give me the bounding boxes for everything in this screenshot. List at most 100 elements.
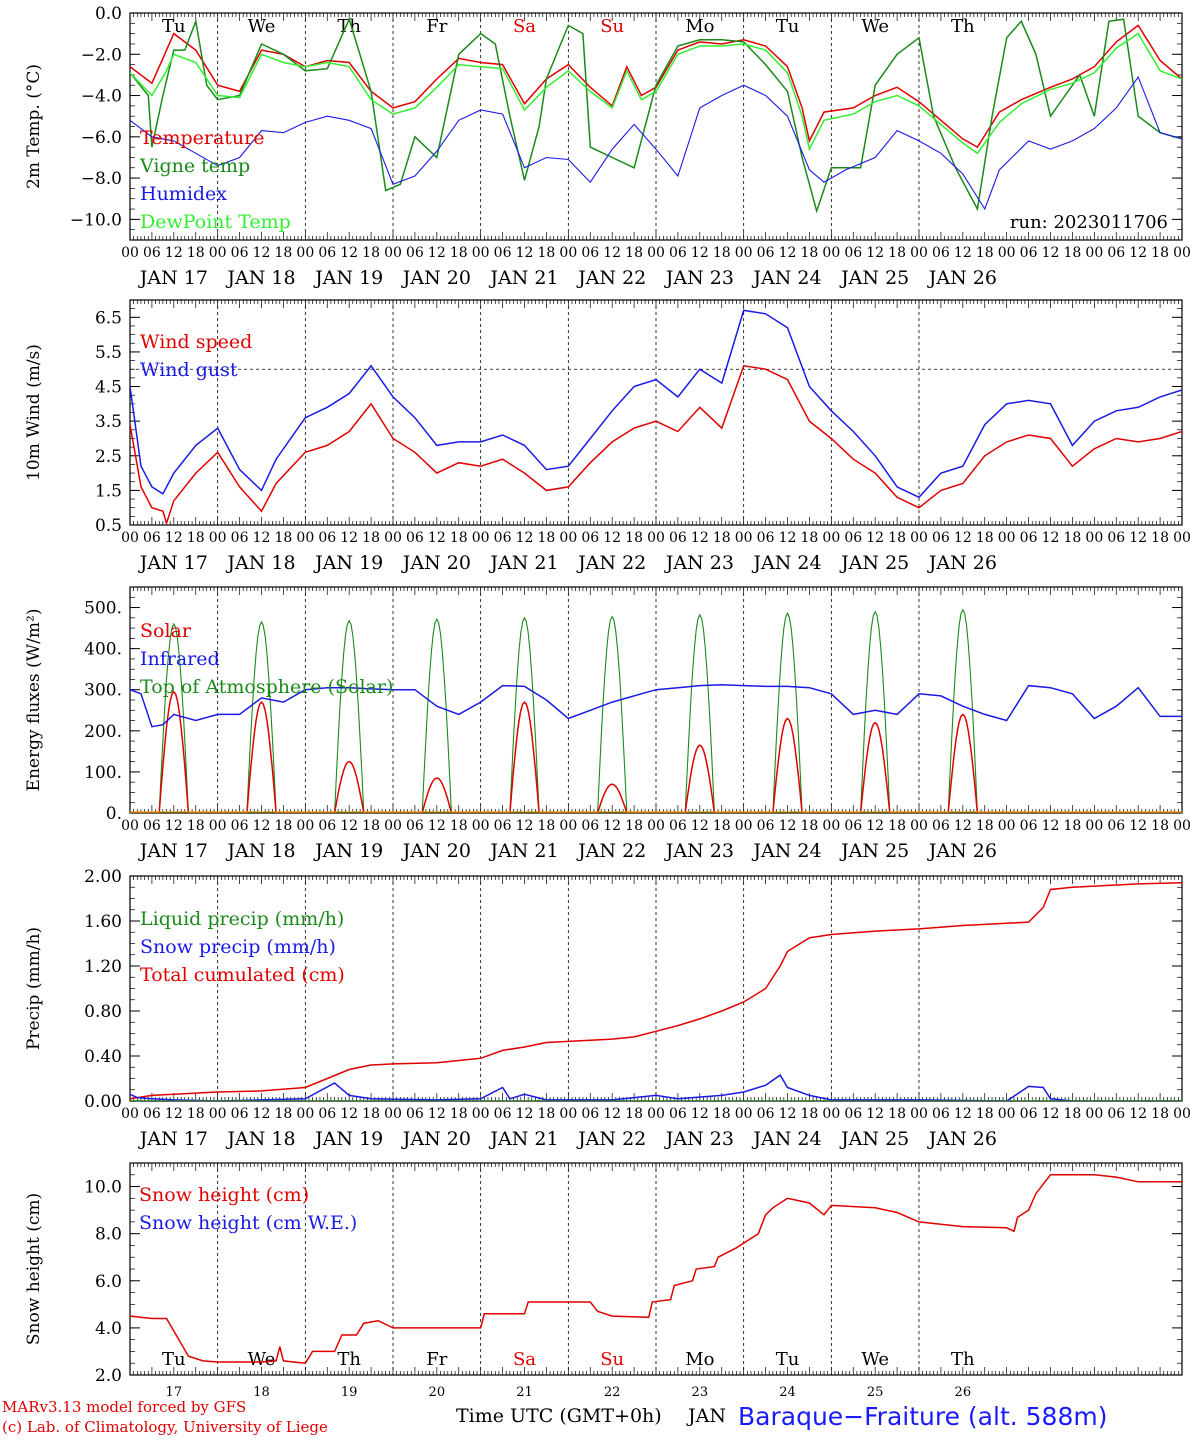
- legend-entry: Temperature: [140, 127, 264, 149]
- hour-label: 06: [581, 245, 599, 261]
- hour-label: 00: [209, 818, 227, 834]
- day-number-label: 22: [604, 1385, 621, 1400]
- series-temperature: [130, 24, 1182, 149]
- model-credit-line1: MARv3.13 model forced by GFS: [2, 1398, 247, 1416]
- hour-label: 06: [932, 245, 950, 261]
- hour-label: 12: [253, 245, 271, 261]
- hour-label: 00: [296, 818, 314, 834]
- weekday-label: Fr: [426, 1349, 447, 1370]
- hour-label: 00: [998, 245, 1016, 261]
- hour-label: 00: [822, 530, 840, 546]
- weekday-label: Mo: [685, 16, 714, 37]
- day-label: JAN 19: [313, 840, 383, 862]
- hour-label: 06: [494, 245, 512, 261]
- legend-entry: Total cumulated (cm): [140, 964, 345, 986]
- hour-label: 18: [187, 1106, 205, 1122]
- hour-label: 00: [998, 818, 1016, 834]
- month-label: JAN: [688, 1405, 726, 1427]
- hour-label: 12: [165, 530, 183, 546]
- day-label: JAN 24: [751, 552, 821, 574]
- hour-label: 12: [866, 818, 884, 834]
- hour-label: 06: [669, 530, 687, 546]
- hour-label: 12: [253, 818, 271, 834]
- y-tick-label: 400.: [84, 640, 122, 660]
- hour-label: 12: [954, 818, 972, 834]
- hour-label: 00: [910, 1106, 928, 1122]
- hour-label: 12: [253, 1106, 271, 1122]
- day-label: JAN 17: [138, 267, 208, 289]
- hour-label: 06: [932, 530, 950, 546]
- hour-label: 00: [384, 245, 402, 261]
- hour-label: 00: [296, 245, 314, 261]
- day-label: JAN 24: [751, 840, 821, 862]
- time-axis-label: Time UTC (GMT+0h): [456, 1405, 662, 1427]
- y-tick-label: 1.60: [84, 912, 122, 932]
- legend-entry: Snow height (cm): [139, 1184, 309, 1206]
- hour-label: 00: [472, 1106, 490, 1122]
- y-axis-label: Precip (mm/h): [24, 927, 44, 1050]
- hour-label: 18: [1064, 530, 1082, 546]
- hour-label: 00: [1173, 530, 1191, 546]
- hour-label: 12: [1129, 530, 1147, 546]
- hour-label: 00: [296, 530, 314, 546]
- hour-label: 06: [143, 818, 161, 834]
- weekday-label: Su: [600, 16, 624, 37]
- hour-label: 06: [1020, 1106, 1038, 1122]
- hour-label: 00: [121, 245, 139, 261]
- hour-label: 18: [187, 530, 205, 546]
- day-label: JAN 18: [225, 552, 295, 574]
- hour-label: 18: [625, 818, 643, 834]
- hour-label: 06: [581, 530, 599, 546]
- hour-label: 18: [888, 818, 906, 834]
- hour-label: 00: [1085, 245, 1103, 261]
- day-label: JAN 20: [401, 1128, 471, 1150]
- hour-label: 06: [231, 245, 249, 261]
- hour-label: 00: [647, 530, 665, 546]
- hour-label: 00: [1173, 245, 1191, 261]
- y-tick-label: 5.5: [95, 343, 122, 363]
- day-label: JAN 23: [664, 1128, 734, 1150]
- y-tick-label: 1.20: [84, 957, 122, 977]
- hour-label: 12: [253, 530, 271, 546]
- hour-label: 06: [844, 530, 862, 546]
- y-axis-label: 10m Wind (m/s): [24, 344, 44, 481]
- hour-label: 06: [231, 1106, 249, 1122]
- day-label: JAN 23: [664, 267, 734, 289]
- hour-label: 12: [954, 530, 972, 546]
- y-tick-label: 2.0: [95, 1366, 122, 1386]
- hour-label: 12: [603, 1106, 621, 1122]
- hour-label: 12: [603, 818, 621, 834]
- hour-label: 18: [888, 245, 906, 261]
- hour-label: 12: [1042, 530, 1060, 546]
- y-tick-label: 500.: [84, 599, 122, 619]
- y-tick-label: 0.0: [95, 4, 122, 24]
- hour-label: 06: [406, 818, 424, 834]
- hour-label: 18: [801, 1106, 819, 1122]
- hour-label: 18: [976, 1106, 994, 1122]
- hour-label: 00: [910, 818, 928, 834]
- hour-label: 12: [340, 818, 358, 834]
- hour-label: 06: [406, 1106, 424, 1122]
- hour-label: 12: [691, 818, 709, 834]
- hour-label: 00: [822, 245, 840, 261]
- y-tick-label: 0.40: [84, 1047, 122, 1067]
- hour-label: 12: [954, 245, 972, 261]
- series-infrared: [130, 684, 1182, 728]
- day-number-label: 26: [955, 1385, 972, 1400]
- hour-label: 06: [581, 818, 599, 834]
- hour-label: 18: [801, 245, 819, 261]
- hour-label: 06: [669, 1106, 687, 1122]
- y-tick-label: 0.: [106, 804, 122, 824]
- weekday-label: Sa: [513, 16, 536, 37]
- day-label: JAN 21: [488, 840, 558, 862]
- hour-label: 06: [1107, 1106, 1125, 1122]
- day-label: JAN 23: [664, 552, 734, 574]
- weekday-label: Su: [600, 1349, 624, 1370]
- hour-label: 06: [844, 245, 862, 261]
- hour-label: 12: [1129, 1106, 1147, 1122]
- hour-label: 06: [932, 1106, 950, 1122]
- y-tick-label: 8.0: [95, 1225, 122, 1245]
- weekday-label: Mo: [685, 1349, 714, 1370]
- hour-label: 06: [494, 818, 512, 834]
